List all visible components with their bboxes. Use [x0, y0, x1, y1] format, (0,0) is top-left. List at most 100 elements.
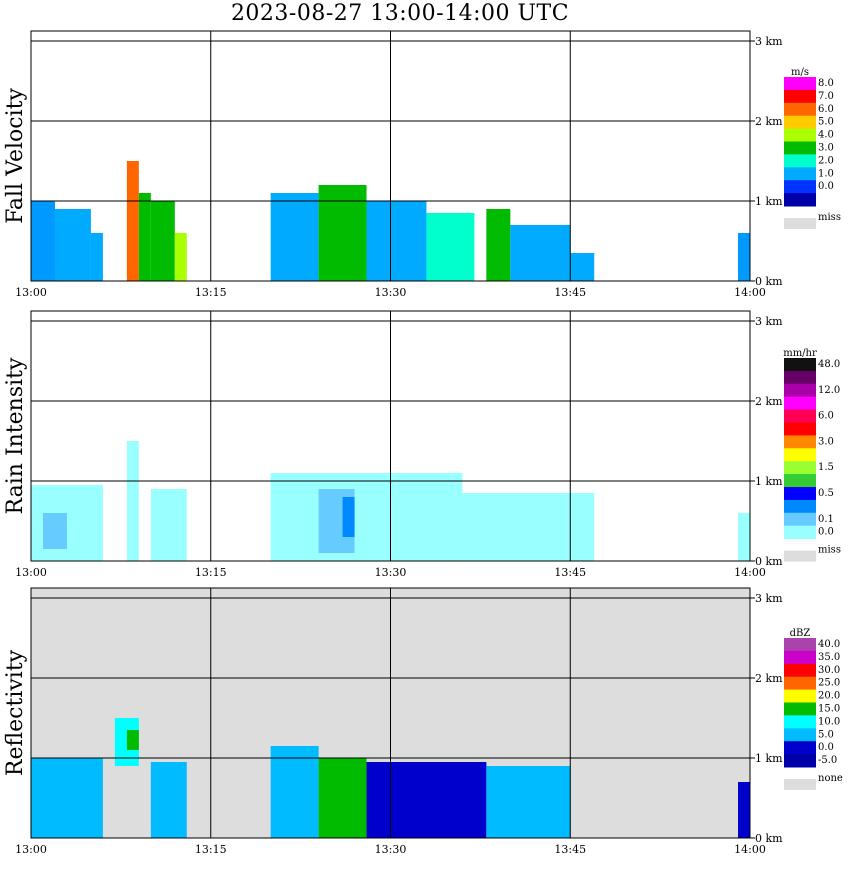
- y-tick-label: 0 km: [755, 275, 783, 288]
- colorbar-swatch: [784, 193, 816, 207]
- panel-frame: [30, 587, 751, 839]
- x-tick-label: 13:15: [195, 286, 227, 299]
- x-tick-label: 13:30: [375, 286, 407, 299]
- colorbar-level: 20.0: [818, 691, 840, 702]
- colorbar-level: 8.0: [818, 78, 834, 89]
- panel-frame: [30, 30, 751, 282]
- echo-region: [366, 762, 487, 838]
- echo-region: [150, 489, 187, 561]
- echo-region: [31, 758, 103, 838]
- colorbar-swatch: [784, 358, 816, 372]
- panel-frame: [30, 310, 751, 562]
- echo-region: [738, 513, 750, 561]
- colorbar-swatch: [784, 474, 816, 488]
- colorbar-swatch: [784, 396, 816, 411]
- x-tick-label: 14:00: [734, 286, 766, 299]
- colorbar-swatch: [784, 676, 816, 691]
- colorbar-swatch: [784, 383, 816, 398]
- colorbar-swatch: [784, 689, 816, 703]
- y-tick-label: 1 km: [755, 752, 783, 765]
- echo-region: [138, 193, 151, 281]
- figure-title: 2023-08-27 13:00-14:00 UTC: [230, 1, 570, 26]
- colorbar-level: 30.0: [818, 665, 840, 676]
- colorbar-swatch: [784, 128, 816, 142]
- echo-region: [42, 513, 67, 549]
- x-tick-label: 13:00: [15, 566, 47, 579]
- colorbar-miss-label: miss: [818, 545, 841, 556]
- colorbar-level: 6.0: [818, 411, 834, 422]
- colorbar-swatch: [784, 115, 816, 130]
- y-tick-label: 3 km: [755, 315, 783, 328]
- echo-region: [426, 213, 475, 281]
- colorbar-level: 25.0: [818, 678, 840, 689]
- colorbar-level: 10.0: [818, 716, 840, 727]
- echo-region: [270, 473, 463, 561]
- echo-region: [366, 201, 427, 281]
- colorbar-level: 40.0: [818, 639, 840, 650]
- panel-1: 13:00 13:15 13:30 13:45 14:000 km 1 km 2 km 3 k…: [3, 30, 841, 299]
- echo-region: [570, 253, 595, 281]
- colorbar-miss-swatch: [784, 550, 816, 562]
- x-tick-label: 13:45: [554, 286, 586, 299]
- colorbar-level: 0.1: [818, 514, 834, 525]
- panel-ylabel: Rain Intensity: [3, 357, 28, 514]
- colorbar-level: 0.5: [818, 488, 834, 499]
- colorbar-level: 5.0: [818, 729, 834, 740]
- colorbar-swatch: [784, 728, 816, 742]
- colorbar-level: 0.0: [818, 527, 834, 538]
- echo-region: [270, 746, 319, 838]
- echo-region: [90, 233, 103, 281]
- echo-region: [270, 193, 319, 281]
- colorbar-unit: mm/hr: [783, 348, 817, 359]
- colorbar-miss-swatch: [784, 779, 816, 790]
- colorbar-level: 7.0: [818, 91, 834, 102]
- echo-region: [486, 209, 511, 281]
- echo-region: [126, 730, 139, 750]
- x-tick-label: 13:15: [195, 843, 227, 856]
- colorbar-level: 12.0: [818, 385, 840, 396]
- colorbar-swatch: [784, 448, 816, 462]
- colorbar-swatch: [784, 715, 816, 729]
- colorbar-level: 4.0: [818, 130, 834, 141]
- colorbar-swatch: [784, 435, 816, 449]
- y-tick-label: 0 km: [755, 832, 783, 845]
- colorbar-level: 48.0: [818, 359, 840, 370]
- echo-region: [738, 233, 750, 281]
- colorbar: m/s 8.0 7.0 6.0 5.0 4.0 3.02.0 1.0 0.0 miss: [784, 67, 841, 229]
- colorbar-swatch: [784, 638, 816, 652]
- panel-ylabel: Reflectivity: [3, 649, 28, 776]
- colorbar-level: 35.0: [818, 652, 840, 663]
- colorbar-swatch: [784, 499, 816, 514]
- x-tick-label: 13:45: [554, 566, 586, 579]
- colorbar-level: 0.0: [818, 742, 834, 753]
- colorbar-level: 15.0: [818, 704, 840, 715]
- colorbar-swatch: [784, 370, 816, 385]
- colorbar-miss-label: none: [818, 773, 843, 784]
- colorbar-level: 3.0: [818, 143, 834, 154]
- colorbar-swatch: [784, 409, 816, 423]
- colorbar-swatch: [784, 741, 816, 755]
- colorbar-swatch: [784, 512, 816, 527]
- y-tick-label: 2 km: [755, 395, 783, 408]
- colorbar-level: 6.0: [818, 104, 834, 115]
- colorbar-swatch: [784, 422, 816, 436]
- x-tick-label: 14:00: [734, 566, 766, 579]
- echo-region: [126, 441, 139, 561]
- x-tick-label: 13:00: [15, 286, 47, 299]
- colorbar-swatch: [784, 650, 816, 665]
- colorbar-swatch: [784, 461, 816, 475]
- colorbar-swatch: [784, 102, 816, 117]
- y-tick-label: 2 km: [755, 672, 783, 685]
- echo-region: [318, 185, 367, 281]
- y-tick-label: 1 km: [755, 195, 783, 208]
- echo-region: [31, 201, 55, 281]
- x-tick-label: 13:45: [554, 843, 586, 856]
- x-tick-label: 13:30: [375, 843, 407, 856]
- echo-region: [738, 782, 750, 838]
- panel-2: 13:00 13:15 13:30 13:45 14:000 km 1 km 2 km 3 k…: [3, 310, 841, 579]
- echo-region: [510, 225, 571, 281]
- colorbar-miss-label: miss: [818, 212, 841, 223]
